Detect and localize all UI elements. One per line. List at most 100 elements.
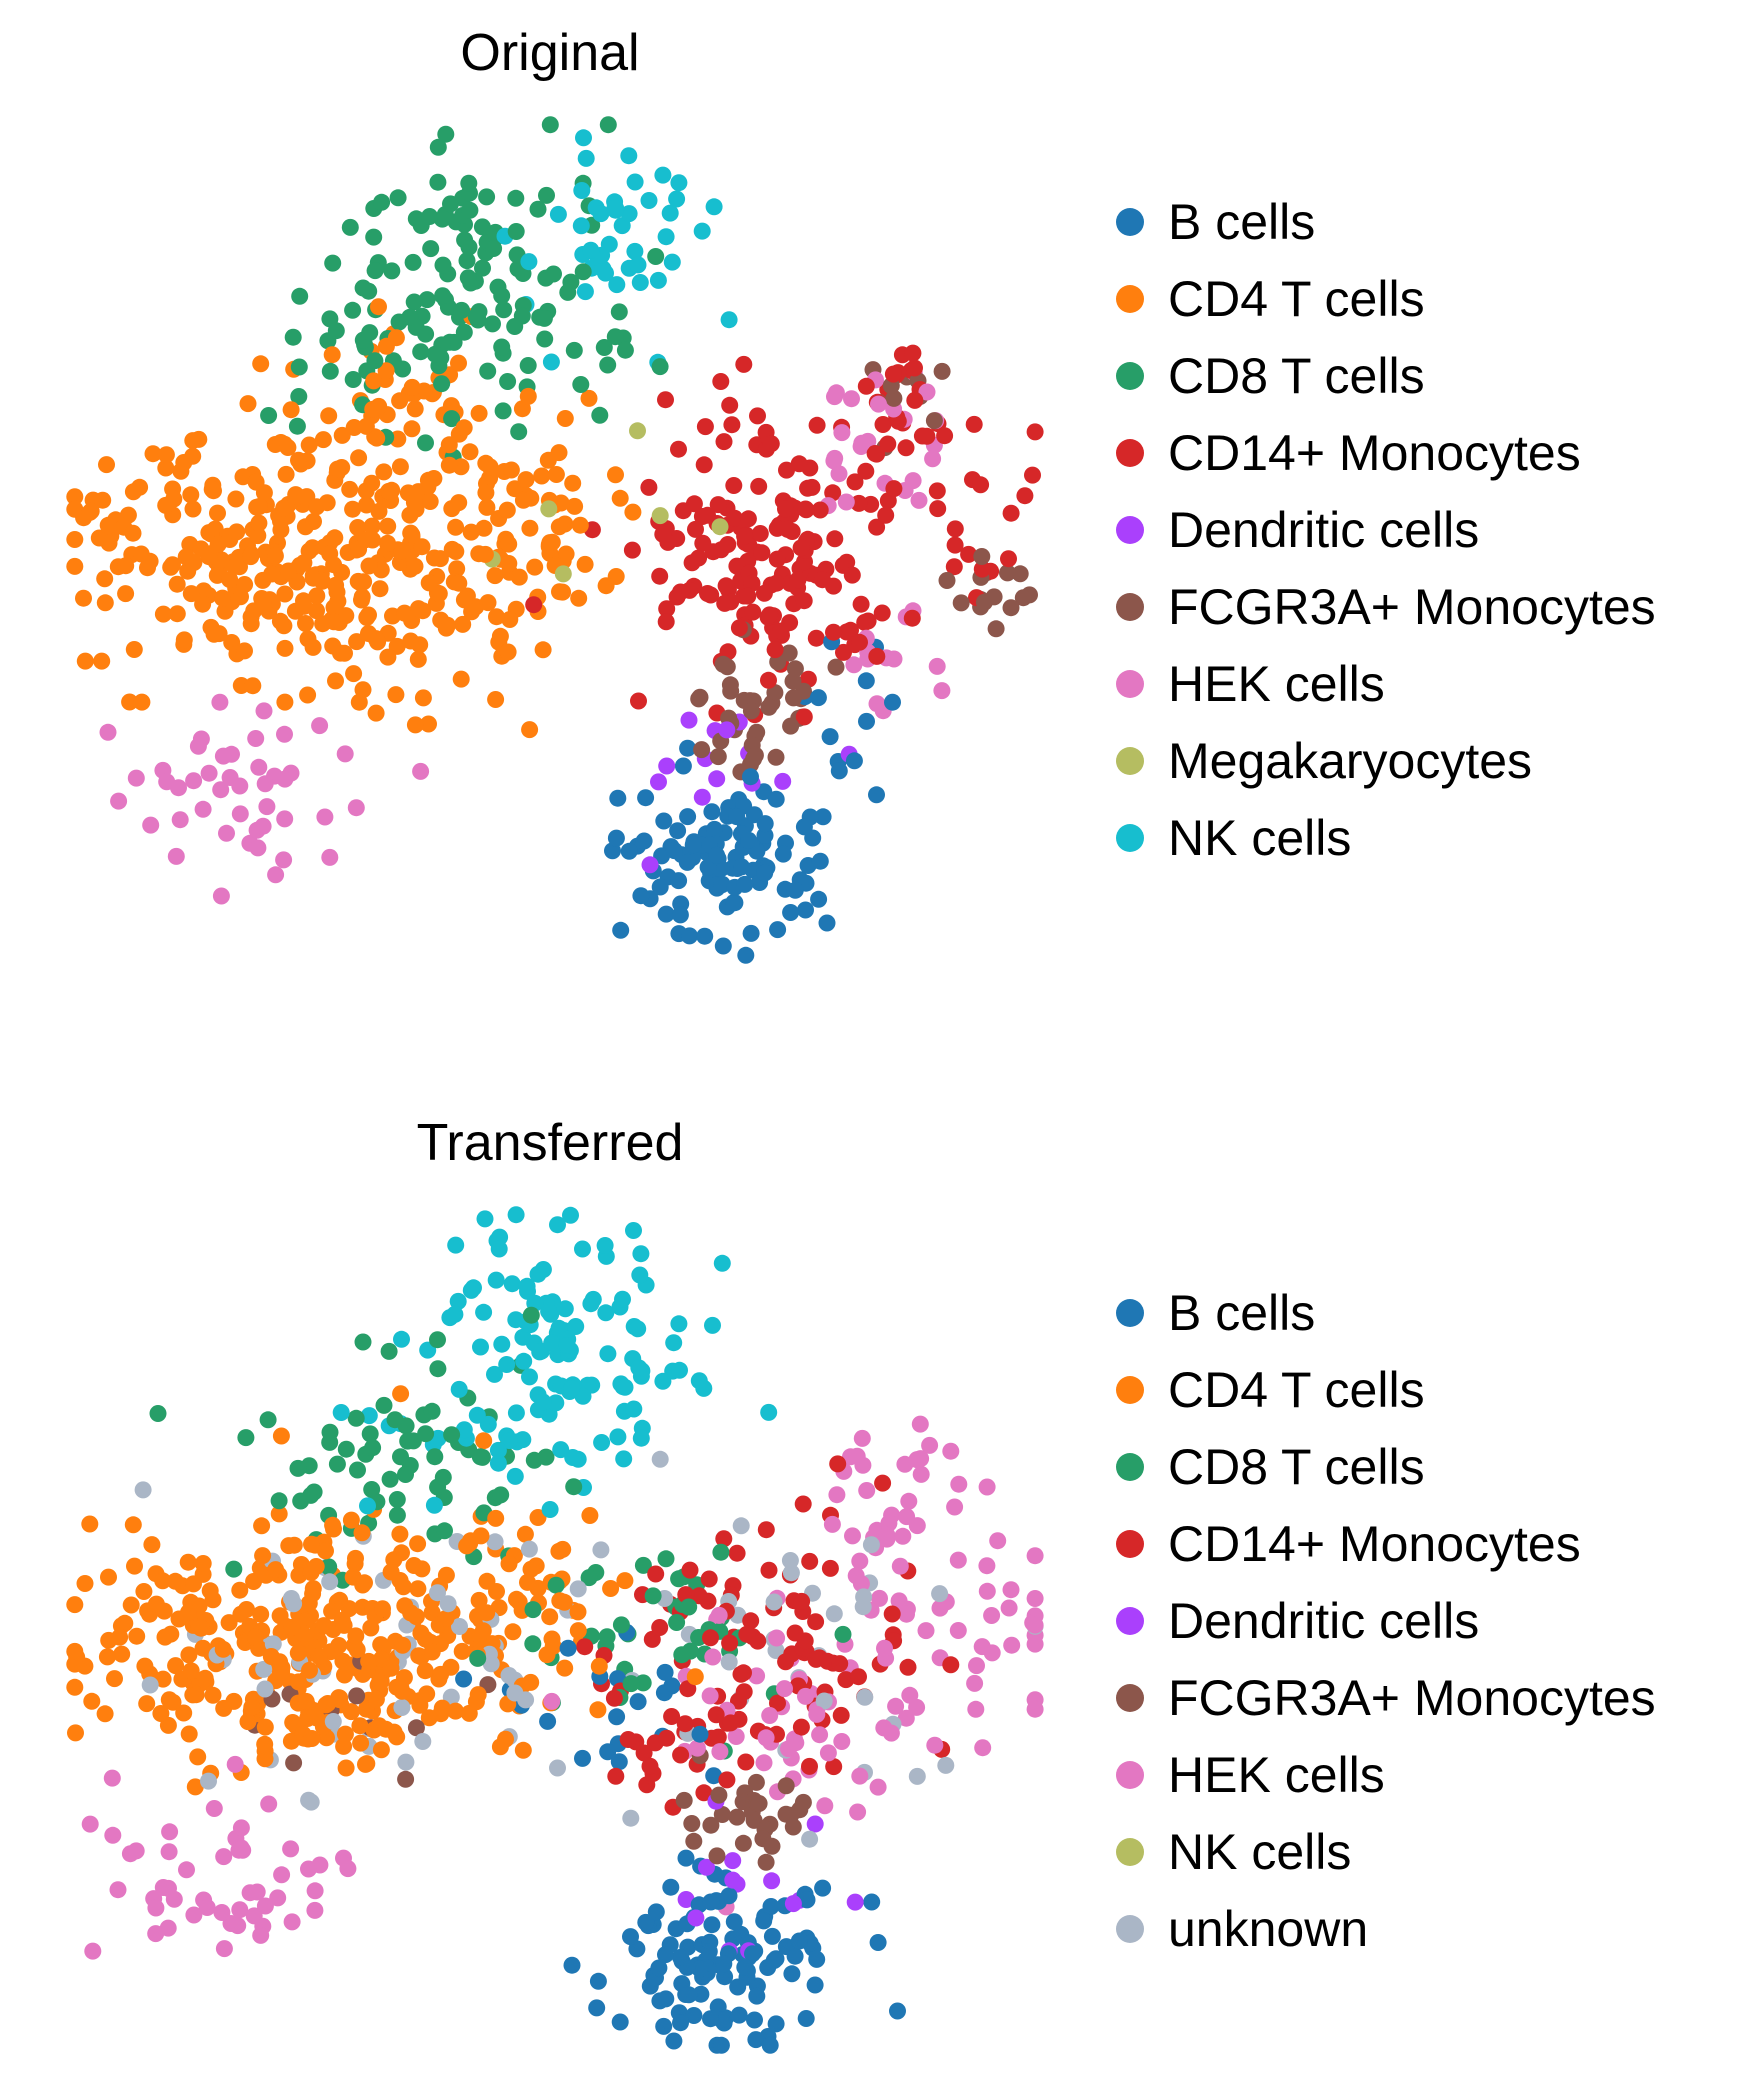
scatter-point	[814, 1879, 832, 1897]
scatter-point	[884, 693, 901, 711]
scatter-point	[440, 456, 458, 474]
scatter-point	[333, 426, 351, 444]
scatter-point	[582, 241, 600, 259]
scatter-point	[1014, 589, 1032, 607]
scatter-point	[1016, 487, 1034, 505]
scatter-point	[353, 1524, 371, 1542]
scatter-point	[341, 218, 359, 236]
scatter-point	[226, 1755, 244, 1773]
scatter-point	[161, 1823, 179, 1841]
scatter-point	[605, 1689, 623, 1707]
scatter-point	[911, 1415, 929, 1433]
scatter-point	[656, 1663, 674, 1681]
scatter-point	[350, 449, 368, 467]
scatter-point	[884, 365, 902, 383]
scatter-point	[303, 1535, 320, 1553]
scatter-point	[716, 1968, 734, 1986]
legend-marker	[1116, 1915, 1144, 1943]
scatter-point	[769, 921, 787, 939]
scatter-point	[876, 1639, 893, 1657]
scatter-point	[844, 1527, 861, 1545]
scatter-point	[1000, 550, 1017, 568]
scatter-point	[749, 407, 766, 425]
scatter-point	[634, 1556, 652, 1574]
scatter-point	[410, 1647, 428, 1665]
legend-label: FCGR3A+ Monocytes	[1168, 1670, 1656, 1726]
scatter-point	[675, 1791, 693, 1809]
scatter-point	[422, 240, 440, 258]
scatter-point	[256, 1897, 274, 1915]
scatter-point	[243, 1698, 261, 1716]
scatter-point	[358, 496, 375, 514]
scatter-point	[187, 1686, 205, 1704]
scatter-point	[387, 686, 405, 704]
scatter-point	[809, 689, 827, 707]
scatter-point	[357, 417, 375, 435]
scatter-point	[826, 388, 843, 406]
scatter-point	[336, 745, 354, 763]
scatter-point	[1002, 599, 1020, 617]
scatter-point	[826, 449, 844, 467]
scatter-point	[702, 1816, 720, 1834]
legend-marker	[1116, 285, 1144, 313]
scatter-point	[801, 1757, 818, 1775]
scatter-point	[425, 1496, 443, 1514]
scatter-point	[859, 612, 877, 630]
scatter-point	[290, 358, 308, 376]
scatter-point	[765, 1593, 783, 1611]
scatter-point	[185, 1575, 202, 1593]
scatter-point	[720, 311, 738, 329]
scatter-point	[734, 1834, 752, 1852]
scatter-point	[696, 418, 714, 436]
scatter-point	[349, 1461, 366, 1479]
scatter-point	[141, 1676, 159, 1694]
scatter-point	[215, 1848, 233, 1866]
scatter-point	[354, 279, 372, 297]
scatter-point	[570, 589, 588, 607]
scatter-point	[725, 477, 743, 494]
scatter-point	[607, 466, 624, 484]
scatter-point	[858, 1482, 876, 1499]
scatter-point	[215, 1940, 233, 1958]
scatter-point	[745, 750, 763, 768]
scatter-point	[347, 799, 365, 817]
scatter-point	[691, 1725, 709, 1743]
scatter-point	[273, 1866, 291, 1884]
scatter-point	[381, 1470, 399, 1488]
scatter-point	[194, 595, 212, 613]
scatter-point	[486, 1365, 503, 1383]
scatter-point	[434, 1468, 452, 1486]
scatter-point	[748, 1667, 766, 1685]
scatter-point	[542, 353, 560, 371]
scatter-point	[539, 451, 557, 469]
scatter-point	[850, 494, 868, 512]
scatter-point	[671, 1361, 688, 1379]
scatter-point	[389, 189, 407, 207]
scatter-point	[66, 1678, 84, 1696]
scatter-point	[787, 1734, 805, 1752]
scatter-point	[276, 810, 294, 828]
scatter-point	[629, 1693, 647, 1711]
scatter-point	[856, 1688, 874, 1706]
scatter-point	[486, 567, 504, 585]
scatter-point	[175, 1704, 193, 1722]
legend-marker	[1116, 593, 1144, 621]
scatter-point	[556, 1300, 574, 1318]
scatter-point	[250, 498, 268, 515]
scatter-point	[735, 355, 753, 373]
scatter-point	[622, 1928, 639, 1946]
scatter-point	[619, 1731, 637, 1748]
scatter-point	[245, 1907, 263, 1925]
scatter-point	[543, 533, 561, 551]
scatter-point	[421, 208, 439, 225]
scatter-point	[470, 404, 488, 422]
scatter-point	[620, 842, 638, 860]
scatter-point	[965, 415, 983, 433]
scatter-point	[423, 1643, 441, 1661]
scatter-point	[437, 1610, 455, 1627]
scatter-point	[461, 201, 479, 219]
scatter-point	[353, 588, 371, 606]
scatter-point	[100, 534, 118, 552]
scatter-point	[323, 1602, 341, 1620]
scatter-point	[432, 1665, 450, 1683]
